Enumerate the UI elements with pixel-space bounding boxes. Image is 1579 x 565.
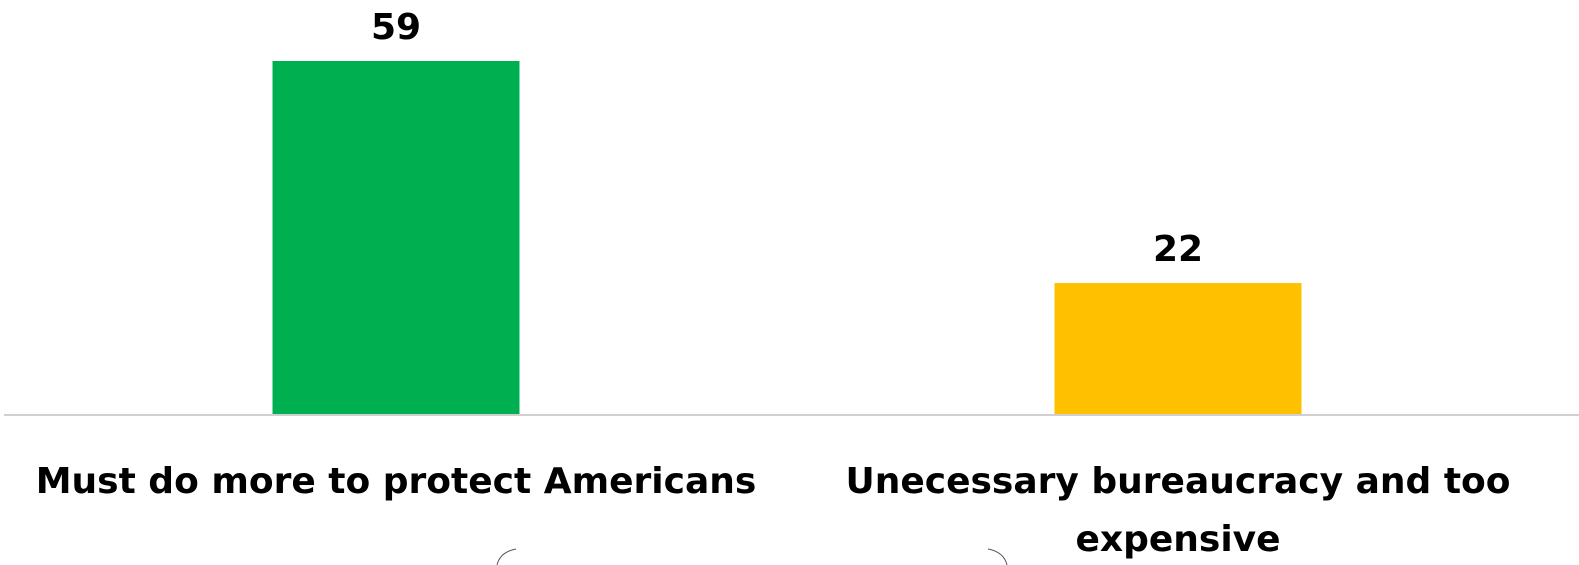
decorative-arc-left: [496, 548, 517, 565]
category-label-0-line-0: Must do more to protect Americans: [36, 461, 757, 502]
data-label-0: 59: [371, 7, 421, 48]
bar-1: [1054, 283, 1302, 415]
data-label-1: 22: [1153, 229, 1203, 270]
category-labels-group: Must do more to protect Americans Unecess…: [36, 461, 1511, 560]
decorative-arc-right: [987, 548, 1008, 565]
category-label-1-line-0: Unecessary bureaucracy and too: [845, 461, 1510, 502]
bars-group: [272, 61, 1302, 415]
value-labels-group: 59 22: [371, 7, 1203, 270]
category-label-1-line-1: expensive: [1075, 519, 1280, 560]
bar-0: [272, 61, 520, 415]
